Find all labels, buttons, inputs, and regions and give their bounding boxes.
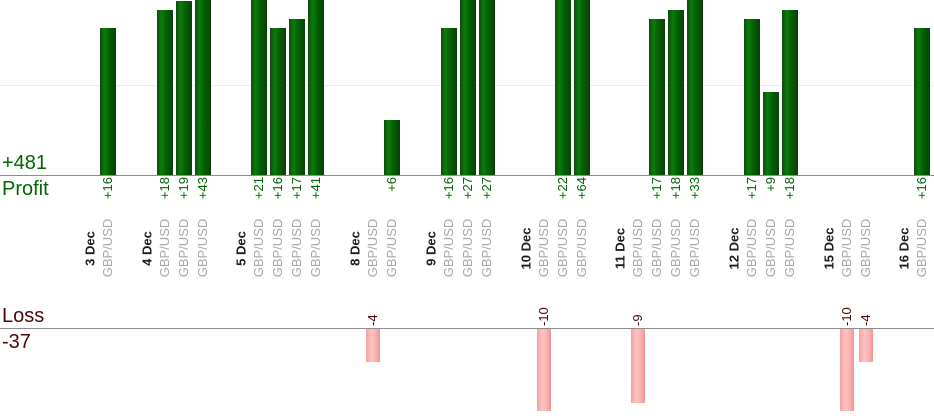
instrument-label: GBP/USD bbox=[251, 218, 266, 278]
instrument-label: GBP/USD bbox=[555, 218, 570, 278]
profit-bar bbox=[687, 0, 703, 175]
instrument-label: GBP/USD bbox=[460, 218, 475, 278]
profit-bar bbox=[460, 0, 476, 175]
profit-bar bbox=[555, 0, 571, 175]
profit-bar bbox=[763, 92, 779, 175]
date-label: 5 Dec bbox=[233, 231, 249, 266]
instrument-label: GBP/USD bbox=[574, 218, 589, 278]
instrument-label: GBP/USD bbox=[744, 218, 759, 278]
profit-total: +481 bbox=[2, 152, 48, 174]
loss-value-label: -9 bbox=[630, 314, 645, 326]
instrument-label: GBP/USD bbox=[308, 218, 323, 278]
profit-axis-line bbox=[0, 175, 934, 176]
instrument-label: GBP/USD bbox=[763, 218, 778, 278]
profit-value-label: +9 bbox=[763, 177, 778, 192]
date-label: 11 Dec bbox=[612, 227, 628, 270]
profit-bar bbox=[384, 120, 400, 175]
profit-value-label: +19 bbox=[176, 177, 191, 200]
profit-bar bbox=[176, 1, 192, 175]
instrument-label: GBP/USD bbox=[157, 218, 172, 278]
date-label: 9 Dec bbox=[423, 231, 439, 266]
profit-value-label: +18 bbox=[668, 177, 683, 200]
profit-value-label: +43 bbox=[195, 177, 210, 200]
profit-bar bbox=[782, 10, 798, 175]
profit-value-label: +6 bbox=[384, 177, 399, 192]
profit-value-label: +27 bbox=[479, 177, 494, 200]
profit-bar bbox=[574, 0, 590, 175]
instrument-label: GBP/USD bbox=[365, 218, 380, 278]
profit-bar bbox=[289, 19, 305, 175]
profit-bar bbox=[914, 28, 930, 175]
instrument-label: GBP/USD bbox=[270, 218, 285, 278]
date-label: 8 Dec bbox=[347, 231, 363, 266]
instrument-label: GBP/USD bbox=[668, 218, 683, 278]
profit-bar bbox=[668, 10, 684, 175]
profit-value-label: +18 bbox=[157, 177, 172, 200]
instrument-label: GBP/USD bbox=[384, 218, 399, 278]
instrument-label: GBP/USD bbox=[858, 218, 873, 278]
loss-value-label: -10 bbox=[536, 307, 551, 326]
profit-bar bbox=[251, 0, 267, 175]
loss-axis-label: Loss bbox=[2, 305, 45, 327]
instrument-label: GBP/USD bbox=[914, 218, 929, 278]
instrument-label: GBP/USD bbox=[441, 218, 456, 278]
loss-bar bbox=[859, 329, 873, 362]
date-label: 16 Dec bbox=[896, 227, 912, 270]
instrument-label: GBP/USD bbox=[100, 218, 115, 278]
loss-bar bbox=[537, 329, 551, 411]
profit-bar bbox=[195, 0, 211, 175]
profit-value-label: +17 bbox=[744, 177, 759, 200]
loss-bar bbox=[840, 329, 854, 411]
profit-value-label: +17 bbox=[649, 177, 664, 200]
instrument-label: GBP/USD bbox=[687, 218, 702, 278]
profit-value-label: +27 bbox=[460, 177, 475, 200]
profit-value-label: +33 bbox=[687, 177, 702, 200]
profit-value-label: +16 bbox=[100, 177, 115, 200]
profit-value-label: +16 bbox=[270, 177, 285, 200]
profit-value-label: +22 bbox=[555, 177, 570, 200]
profit-bar bbox=[270, 28, 286, 175]
loss-value-label: -4 bbox=[858, 314, 873, 326]
profit-bar bbox=[157, 10, 173, 175]
date-label: 3 Dec bbox=[82, 231, 98, 266]
instrument-label: GBP/USD bbox=[479, 218, 494, 278]
date-label: 12 Dec bbox=[726, 227, 742, 270]
date-label: 10 Dec bbox=[518, 227, 534, 270]
loss-bar bbox=[366, 329, 380, 362]
profit-bar bbox=[308, 0, 324, 175]
instrument-label: GBP/USD bbox=[536, 218, 551, 278]
date-label: 15 Dec bbox=[821, 227, 837, 270]
loss-value-label: -10 bbox=[839, 307, 854, 326]
profit-bar bbox=[649, 19, 665, 175]
instrument-label: GBP/USD bbox=[195, 218, 210, 278]
profit-value-label: +64 bbox=[574, 177, 589, 200]
instrument-label: GBP/USD bbox=[630, 218, 645, 278]
loss-value-label: -4 bbox=[365, 314, 380, 326]
instrument-label: GBP/USD bbox=[839, 218, 854, 278]
instrument-label: GBP/USD bbox=[649, 218, 664, 278]
loss-total: -37 bbox=[2, 331, 31, 353]
profit-axis-label: Profit bbox=[2, 178, 49, 200]
profit-value-label: +18 bbox=[782, 177, 797, 200]
loss-axis-line bbox=[0, 328, 934, 329]
profit-value-label: +41 bbox=[308, 177, 323, 200]
profit-bar bbox=[479, 0, 495, 175]
profit-value-label: +16 bbox=[914, 177, 929, 200]
instrument-label: GBP/USD bbox=[289, 218, 304, 278]
profit-bar bbox=[441, 28, 457, 175]
date-label: 4 Dec bbox=[139, 231, 155, 266]
profit-bar bbox=[100, 28, 116, 175]
instrument-label: GBP/USD bbox=[782, 218, 797, 278]
loss-bar bbox=[631, 329, 645, 403]
instrument-label: GBP/USD bbox=[176, 218, 191, 278]
profit-value-label: +17 bbox=[289, 177, 304, 200]
profit-value-label: +21 bbox=[251, 177, 266, 200]
profit-bar bbox=[744, 19, 760, 175]
profit-value-label: +16 bbox=[441, 177, 456, 200]
